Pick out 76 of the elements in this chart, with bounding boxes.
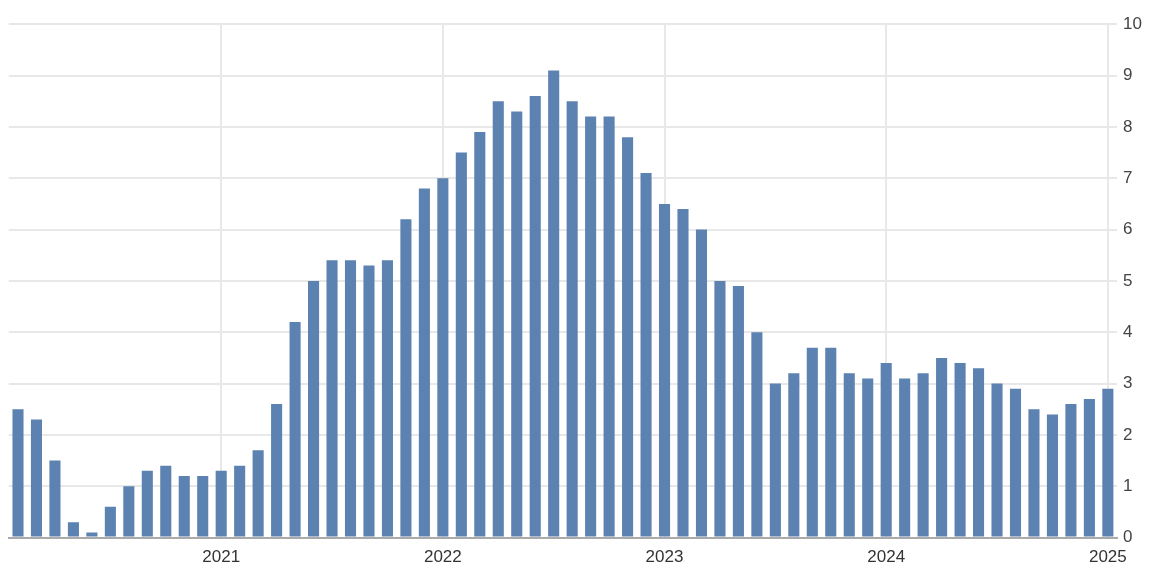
bar [141,470,153,537]
bar [215,470,227,537]
bar [289,321,301,537]
bar [548,70,560,537]
x-tick-label: 2022 [423,547,462,567]
bar [492,101,504,537]
bar [30,419,43,537]
y-tick-label: 0 [1123,527,1133,547]
y-tick-label: 7 [1123,167,1133,187]
bar [400,219,412,537]
bar [1102,388,1114,537]
y-tick-label: 10 [1123,13,1143,33]
bar [474,132,486,537]
y-tick-label: 8 [1123,116,1133,136]
bar [843,373,855,537]
x-tick-label: 2023 [645,547,684,567]
x-tick-label: 2021 [202,547,241,567]
bar [1028,409,1040,537]
bar [455,152,467,537]
y-tick-label: 6 [1123,219,1133,239]
bar [252,450,264,537]
y-tick-label: 5 [1123,270,1133,290]
bar [603,116,615,537]
bar [788,373,800,537]
y-tick-label: 9 [1123,65,1133,85]
bar [954,363,966,537]
bar [585,116,597,537]
y-tick-label: 2 [1123,424,1133,444]
x-tick-label: 2024 [867,547,906,567]
bar [86,532,98,537]
bar [732,286,744,537]
bar [197,475,209,537]
bar [936,357,948,537]
bar [566,101,578,537]
bar [381,260,393,537]
bar [695,229,708,537]
y-tick-label: 4 [1123,321,1133,341]
bar [991,383,1003,537]
bar [344,260,357,537]
bar [160,465,172,537]
bar [67,522,79,537]
bar [769,383,781,537]
bar [308,280,320,537]
bar [511,111,523,537]
bar [973,368,985,537]
bar [640,173,652,537]
bar [658,203,671,537]
bar [825,347,837,537]
bar [1083,398,1095,537]
bar [806,347,818,537]
y-tick-label: 1 [1123,475,1133,495]
bar [104,506,116,537]
bar [1065,404,1077,537]
bar [1046,414,1058,537]
bar [1009,388,1022,537]
bar [622,137,634,537]
bar [917,373,929,537]
bar [49,460,61,537]
bar [363,265,375,537]
bar [12,409,24,537]
y-tick-label: 3 [1123,373,1133,393]
bar [751,332,763,537]
bar [437,178,449,537]
x-tick-label: 2025 [1088,547,1127,567]
bar [880,363,892,537]
bar [862,378,874,537]
bar [677,209,689,537]
bar [326,260,338,537]
bar [714,280,726,537]
bar [418,188,430,537]
bar [899,378,911,537]
bar [234,465,246,537]
bar [178,475,190,537]
bar [123,486,135,537]
bar [271,404,283,537]
bar [529,96,541,537]
